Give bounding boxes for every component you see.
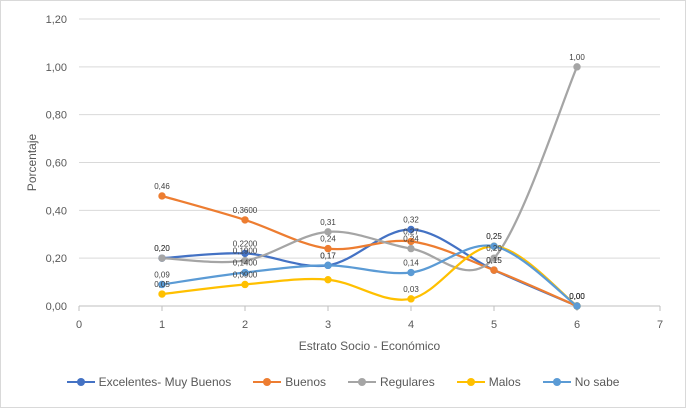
data-label: 0,20 xyxy=(154,244,170,253)
data-label: 0,17 xyxy=(320,251,336,260)
data-label: 0,00 xyxy=(569,292,585,301)
data-point-3 xyxy=(324,275,332,284)
y-tick-label: 1,20 xyxy=(46,14,67,26)
data-label: 0,15 xyxy=(486,256,502,265)
data-point-0 xyxy=(407,225,415,234)
legend-item: Regulares xyxy=(348,375,435,389)
x-tick-label: 3 xyxy=(325,319,331,331)
data-point-2 xyxy=(324,228,332,236)
legend-item: Malos xyxy=(456,375,521,389)
chart-legend: Excelentes- Muy Buenos Buenos Regulares Mal… xyxy=(0,372,686,392)
data-label: 0,24 xyxy=(320,235,336,244)
legend-item: Excelentes- Muy Buenos xyxy=(66,375,232,389)
data-label: 0,25 xyxy=(486,232,502,241)
legend-item: Buenos xyxy=(253,375,326,389)
data-point-1 xyxy=(241,216,249,224)
data-label: 0,0900 xyxy=(233,270,258,279)
x-tick-label: 5 xyxy=(491,319,497,331)
legend-swatch xyxy=(456,377,485,387)
data-label: 0,1900 xyxy=(233,247,258,256)
data-label: 0,24 xyxy=(403,235,419,244)
y-tick-label: 0,60 xyxy=(46,158,67,170)
legend-label: Excelentes- Muy Buenos xyxy=(98,375,232,389)
data-point-3 xyxy=(158,290,166,298)
x-tick-label: 2 xyxy=(242,319,248,331)
data-point-2 xyxy=(241,256,249,265)
data-point-2 xyxy=(573,63,581,71)
series-line-4 xyxy=(161,244,578,307)
legend-swatch-marker xyxy=(358,378,366,386)
data-point-4 xyxy=(490,242,498,250)
data-label: 0,46 xyxy=(154,182,170,191)
y-tick-label: 0,40 xyxy=(46,205,67,217)
legend-swatch xyxy=(348,377,376,387)
series-line-1 xyxy=(161,194,578,308)
x-tick-label: 0 xyxy=(76,319,82,331)
data-point-4 xyxy=(158,280,166,289)
data-label: 0,09 xyxy=(154,270,170,279)
data-label: 0,25 xyxy=(486,232,502,241)
data-point-4 xyxy=(407,268,415,277)
data-point-3 xyxy=(241,280,249,289)
data-label: 0,17 xyxy=(320,251,336,260)
series-line-3 xyxy=(161,245,578,307)
x-tick-label: 7 xyxy=(657,319,663,331)
legend-swatch-marker xyxy=(263,378,272,386)
data-label: 0,31 xyxy=(320,218,336,227)
data-point-1 xyxy=(158,192,166,200)
data-label: 0,1400 xyxy=(233,259,258,268)
data-label: 0,00 xyxy=(569,292,585,301)
y-tick-label: 1,00 xyxy=(46,62,67,74)
y-tick-label: 0,20 xyxy=(46,253,67,265)
legend-swatch-marker xyxy=(552,378,561,386)
data-label: 0,00 xyxy=(569,292,585,301)
x-axis-title: Estrato Socio - Económico xyxy=(299,339,441,353)
y-tick-label: 0,00 xyxy=(46,301,67,313)
y-axis-title: Porcentaje xyxy=(25,133,39,191)
legend-label: Malos xyxy=(488,375,521,389)
legend-label: No sabe xyxy=(574,375,620,389)
data-label: 0,14 xyxy=(403,259,419,268)
data-label: 0,20 xyxy=(486,244,502,253)
data-label: 0,00 xyxy=(569,292,585,301)
legend-swatch-marker xyxy=(76,378,85,386)
data-point-2 xyxy=(490,254,498,262)
data-point-0 xyxy=(241,249,249,258)
data-label: 0,3600 xyxy=(233,206,258,215)
data-label: 0,05 xyxy=(154,280,170,289)
data-label: 0,27 xyxy=(403,227,419,236)
data-point-1 xyxy=(490,266,498,274)
y-tick-label: 0,80 xyxy=(46,110,67,122)
legend-item: No sabe xyxy=(542,375,620,389)
legend-swatch xyxy=(66,377,95,387)
series-line-0 xyxy=(161,228,578,308)
data-point-4 xyxy=(573,302,581,310)
data-label: 0,2200 xyxy=(233,239,258,248)
series-line-2 xyxy=(161,66,579,272)
data-point-1 xyxy=(324,244,332,253)
legend-label: Regulares xyxy=(380,375,435,389)
data-label: 0,15 xyxy=(486,256,502,265)
data-point-3 xyxy=(407,295,415,303)
data-label: 0,20 xyxy=(154,244,170,253)
x-tick-label: 4 xyxy=(408,319,414,331)
data-point-4 xyxy=(241,268,249,277)
x-tick-label: 6 xyxy=(574,319,580,331)
legend-swatch xyxy=(542,377,571,387)
data-point-4 xyxy=(324,261,332,270)
legend-label: Buenos xyxy=(285,375,326,389)
data-point-2 xyxy=(407,244,415,253)
x-tick-label: 1 xyxy=(159,319,165,331)
legend-swatch-marker xyxy=(466,378,475,386)
data-label: 0,03 xyxy=(403,285,419,294)
legend-swatch xyxy=(253,377,282,387)
data-label: 0,32 xyxy=(403,215,419,224)
data-label: 1,00 xyxy=(569,53,585,62)
data-point-1 xyxy=(407,237,415,246)
data-point-2 xyxy=(158,254,166,262)
